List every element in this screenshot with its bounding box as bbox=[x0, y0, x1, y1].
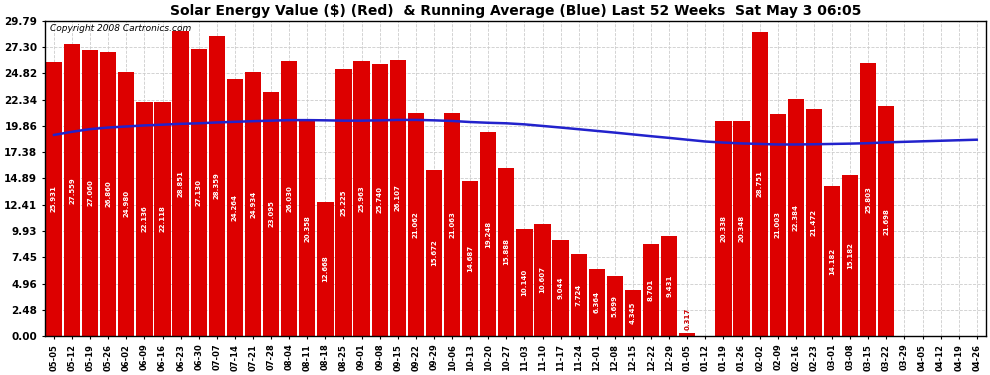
Bar bbox=[154, 102, 170, 336]
Bar bbox=[209, 36, 225, 336]
Bar bbox=[570, 254, 587, 336]
Text: 20.338: 20.338 bbox=[721, 215, 727, 242]
Text: 22.384: 22.384 bbox=[793, 204, 799, 231]
Text: 28.751: 28.751 bbox=[756, 171, 762, 197]
Bar bbox=[408, 113, 424, 336]
Bar bbox=[517, 229, 533, 336]
Bar bbox=[661, 236, 677, 336]
Text: 23.095: 23.095 bbox=[268, 200, 274, 227]
Text: 26.030: 26.030 bbox=[286, 185, 292, 212]
Text: 21.003: 21.003 bbox=[775, 211, 781, 238]
Text: 7.724: 7.724 bbox=[576, 284, 582, 306]
Bar bbox=[191, 49, 207, 336]
Text: 25.963: 25.963 bbox=[358, 185, 364, 212]
Text: 19.248: 19.248 bbox=[485, 220, 491, 248]
Bar bbox=[46, 62, 62, 336]
Bar bbox=[842, 176, 858, 336]
Text: 21.698: 21.698 bbox=[883, 208, 889, 235]
Bar bbox=[172, 31, 189, 336]
Text: 6.364: 6.364 bbox=[594, 291, 600, 314]
Bar bbox=[82, 50, 98, 336]
Bar bbox=[806, 109, 822, 336]
Bar bbox=[299, 121, 316, 336]
Bar bbox=[64, 44, 80, 336]
Text: 24.980: 24.980 bbox=[124, 190, 130, 217]
Text: 8.701: 8.701 bbox=[648, 279, 654, 301]
Text: 20.348: 20.348 bbox=[739, 215, 744, 242]
Text: 27.130: 27.130 bbox=[196, 179, 202, 206]
Bar bbox=[317, 202, 334, 336]
Bar bbox=[878, 106, 894, 336]
Bar bbox=[643, 244, 659, 336]
Text: 0.317: 0.317 bbox=[684, 307, 690, 330]
Text: 24.934: 24.934 bbox=[250, 190, 256, 218]
Bar bbox=[589, 269, 605, 336]
Bar bbox=[245, 72, 261, 336]
Bar bbox=[118, 72, 135, 336]
Bar bbox=[281, 60, 297, 336]
Bar bbox=[480, 132, 496, 336]
Text: 15.888: 15.888 bbox=[503, 238, 509, 266]
Bar bbox=[769, 114, 786, 336]
Bar bbox=[371, 64, 388, 336]
Text: 25.931: 25.931 bbox=[50, 185, 57, 212]
Bar bbox=[353, 61, 369, 336]
Bar bbox=[607, 276, 623, 336]
Text: 4.345: 4.345 bbox=[630, 302, 636, 324]
Bar bbox=[336, 69, 351, 336]
Text: 26.860: 26.860 bbox=[105, 180, 111, 207]
Text: 21.062: 21.062 bbox=[413, 211, 419, 238]
Text: 25.740: 25.740 bbox=[376, 186, 383, 213]
Text: 5.699: 5.699 bbox=[612, 295, 618, 317]
Text: 20.358: 20.358 bbox=[304, 215, 310, 242]
Bar bbox=[625, 290, 642, 336]
Text: 25.225: 25.225 bbox=[341, 189, 346, 216]
Text: 12.668: 12.668 bbox=[323, 256, 329, 282]
Text: 9.044: 9.044 bbox=[557, 277, 563, 300]
Text: 25.803: 25.803 bbox=[865, 186, 871, 213]
Bar bbox=[426, 170, 443, 336]
Text: 10.140: 10.140 bbox=[522, 269, 528, 296]
Text: 28.851: 28.851 bbox=[177, 170, 183, 197]
Text: 21.063: 21.063 bbox=[449, 211, 455, 238]
Bar bbox=[100, 52, 117, 336]
Bar bbox=[498, 168, 515, 336]
Text: 22.136: 22.136 bbox=[142, 206, 148, 232]
Text: 27.559: 27.559 bbox=[69, 177, 75, 204]
Text: 28.359: 28.359 bbox=[214, 172, 220, 200]
Bar bbox=[788, 99, 804, 336]
Text: 15.672: 15.672 bbox=[431, 240, 437, 267]
Text: 14.182: 14.182 bbox=[829, 248, 835, 274]
Text: 15.182: 15.182 bbox=[847, 242, 853, 269]
Bar bbox=[137, 102, 152, 336]
Bar bbox=[390, 60, 406, 336]
Bar bbox=[860, 63, 876, 336]
Text: 14.687: 14.687 bbox=[467, 245, 473, 272]
Bar bbox=[734, 121, 749, 336]
Bar bbox=[444, 113, 460, 336]
Text: 22.118: 22.118 bbox=[159, 206, 165, 232]
Bar bbox=[462, 181, 478, 336]
Text: 10.607: 10.607 bbox=[540, 266, 545, 293]
Bar bbox=[751, 32, 768, 336]
Text: 9.431: 9.431 bbox=[666, 275, 672, 297]
Text: 27.060: 27.060 bbox=[87, 179, 93, 206]
Title: Solar Energy Value ($) (Red)  & Running Average (Blue) Last 52 Weeks  Sat May 3 : Solar Energy Value ($) (Red) & Running A… bbox=[169, 4, 861, 18]
Bar bbox=[263, 92, 279, 336]
Text: 21.472: 21.472 bbox=[811, 209, 817, 236]
Bar bbox=[679, 333, 695, 336]
Bar bbox=[552, 240, 569, 336]
Bar bbox=[716, 121, 732, 336]
Bar bbox=[824, 186, 841, 336]
Text: Copyright 2008 Cartronics.com: Copyright 2008 Cartronics.com bbox=[50, 24, 191, 33]
Bar bbox=[535, 224, 550, 336]
Bar bbox=[227, 79, 244, 336]
Text: 26.107: 26.107 bbox=[395, 184, 401, 211]
Text: 24.264: 24.264 bbox=[232, 194, 238, 221]
